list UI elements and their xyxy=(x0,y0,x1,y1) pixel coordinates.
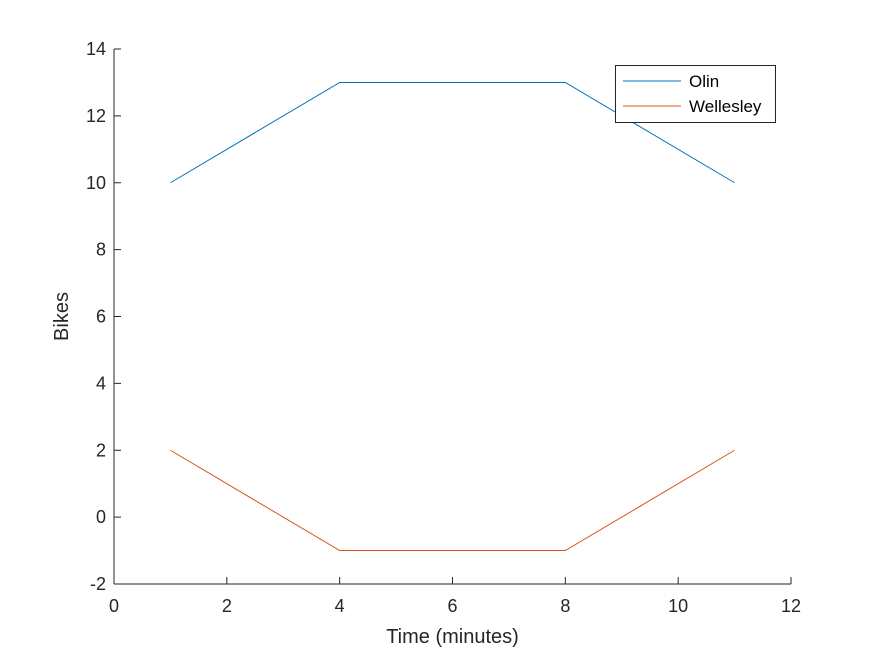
x-tick-label: 4 xyxy=(335,596,345,616)
x-axis-label: Time (minutes) xyxy=(386,626,519,648)
legend-label-wellesley: Wellesley xyxy=(689,97,762,116)
x-tick-label: 2 xyxy=(222,596,232,616)
x-tick-label: 0 xyxy=(109,596,119,616)
y-tick-label: 10 xyxy=(86,173,106,193)
y-tick-label: 0 xyxy=(96,507,106,527)
y-axis-label: Bikes xyxy=(51,292,73,341)
series-line-olin xyxy=(170,81,735,184)
series-lines xyxy=(170,81,735,552)
y-tick-label: 2 xyxy=(96,440,106,460)
legend-box xyxy=(615,65,776,123)
y-tick-label: 8 xyxy=(96,240,106,260)
x-tick-label: 6 xyxy=(447,596,457,616)
y-tick-label: 12 xyxy=(86,106,106,126)
series-line-wellesley xyxy=(170,449,735,552)
y-tick-label: 4 xyxy=(96,373,106,393)
y-tick-label: 6 xyxy=(96,307,106,327)
x-tick-label: 10 xyxy=(668,596,688,616)
legend-label-olin: Olin xyxy=(689,72,719,91)
y-tick-label: 14 xyxy=(86,39,106,59)
x-tick-label: 8 xyxy=(560,596,570,616)
legend: Olin Wellesley xyxy=(615,65,776,123)
y-tick-label: -2 xyxy=(90,574,106,594)
x-tick-label: 12 xyxy=(781,596,801,616)
